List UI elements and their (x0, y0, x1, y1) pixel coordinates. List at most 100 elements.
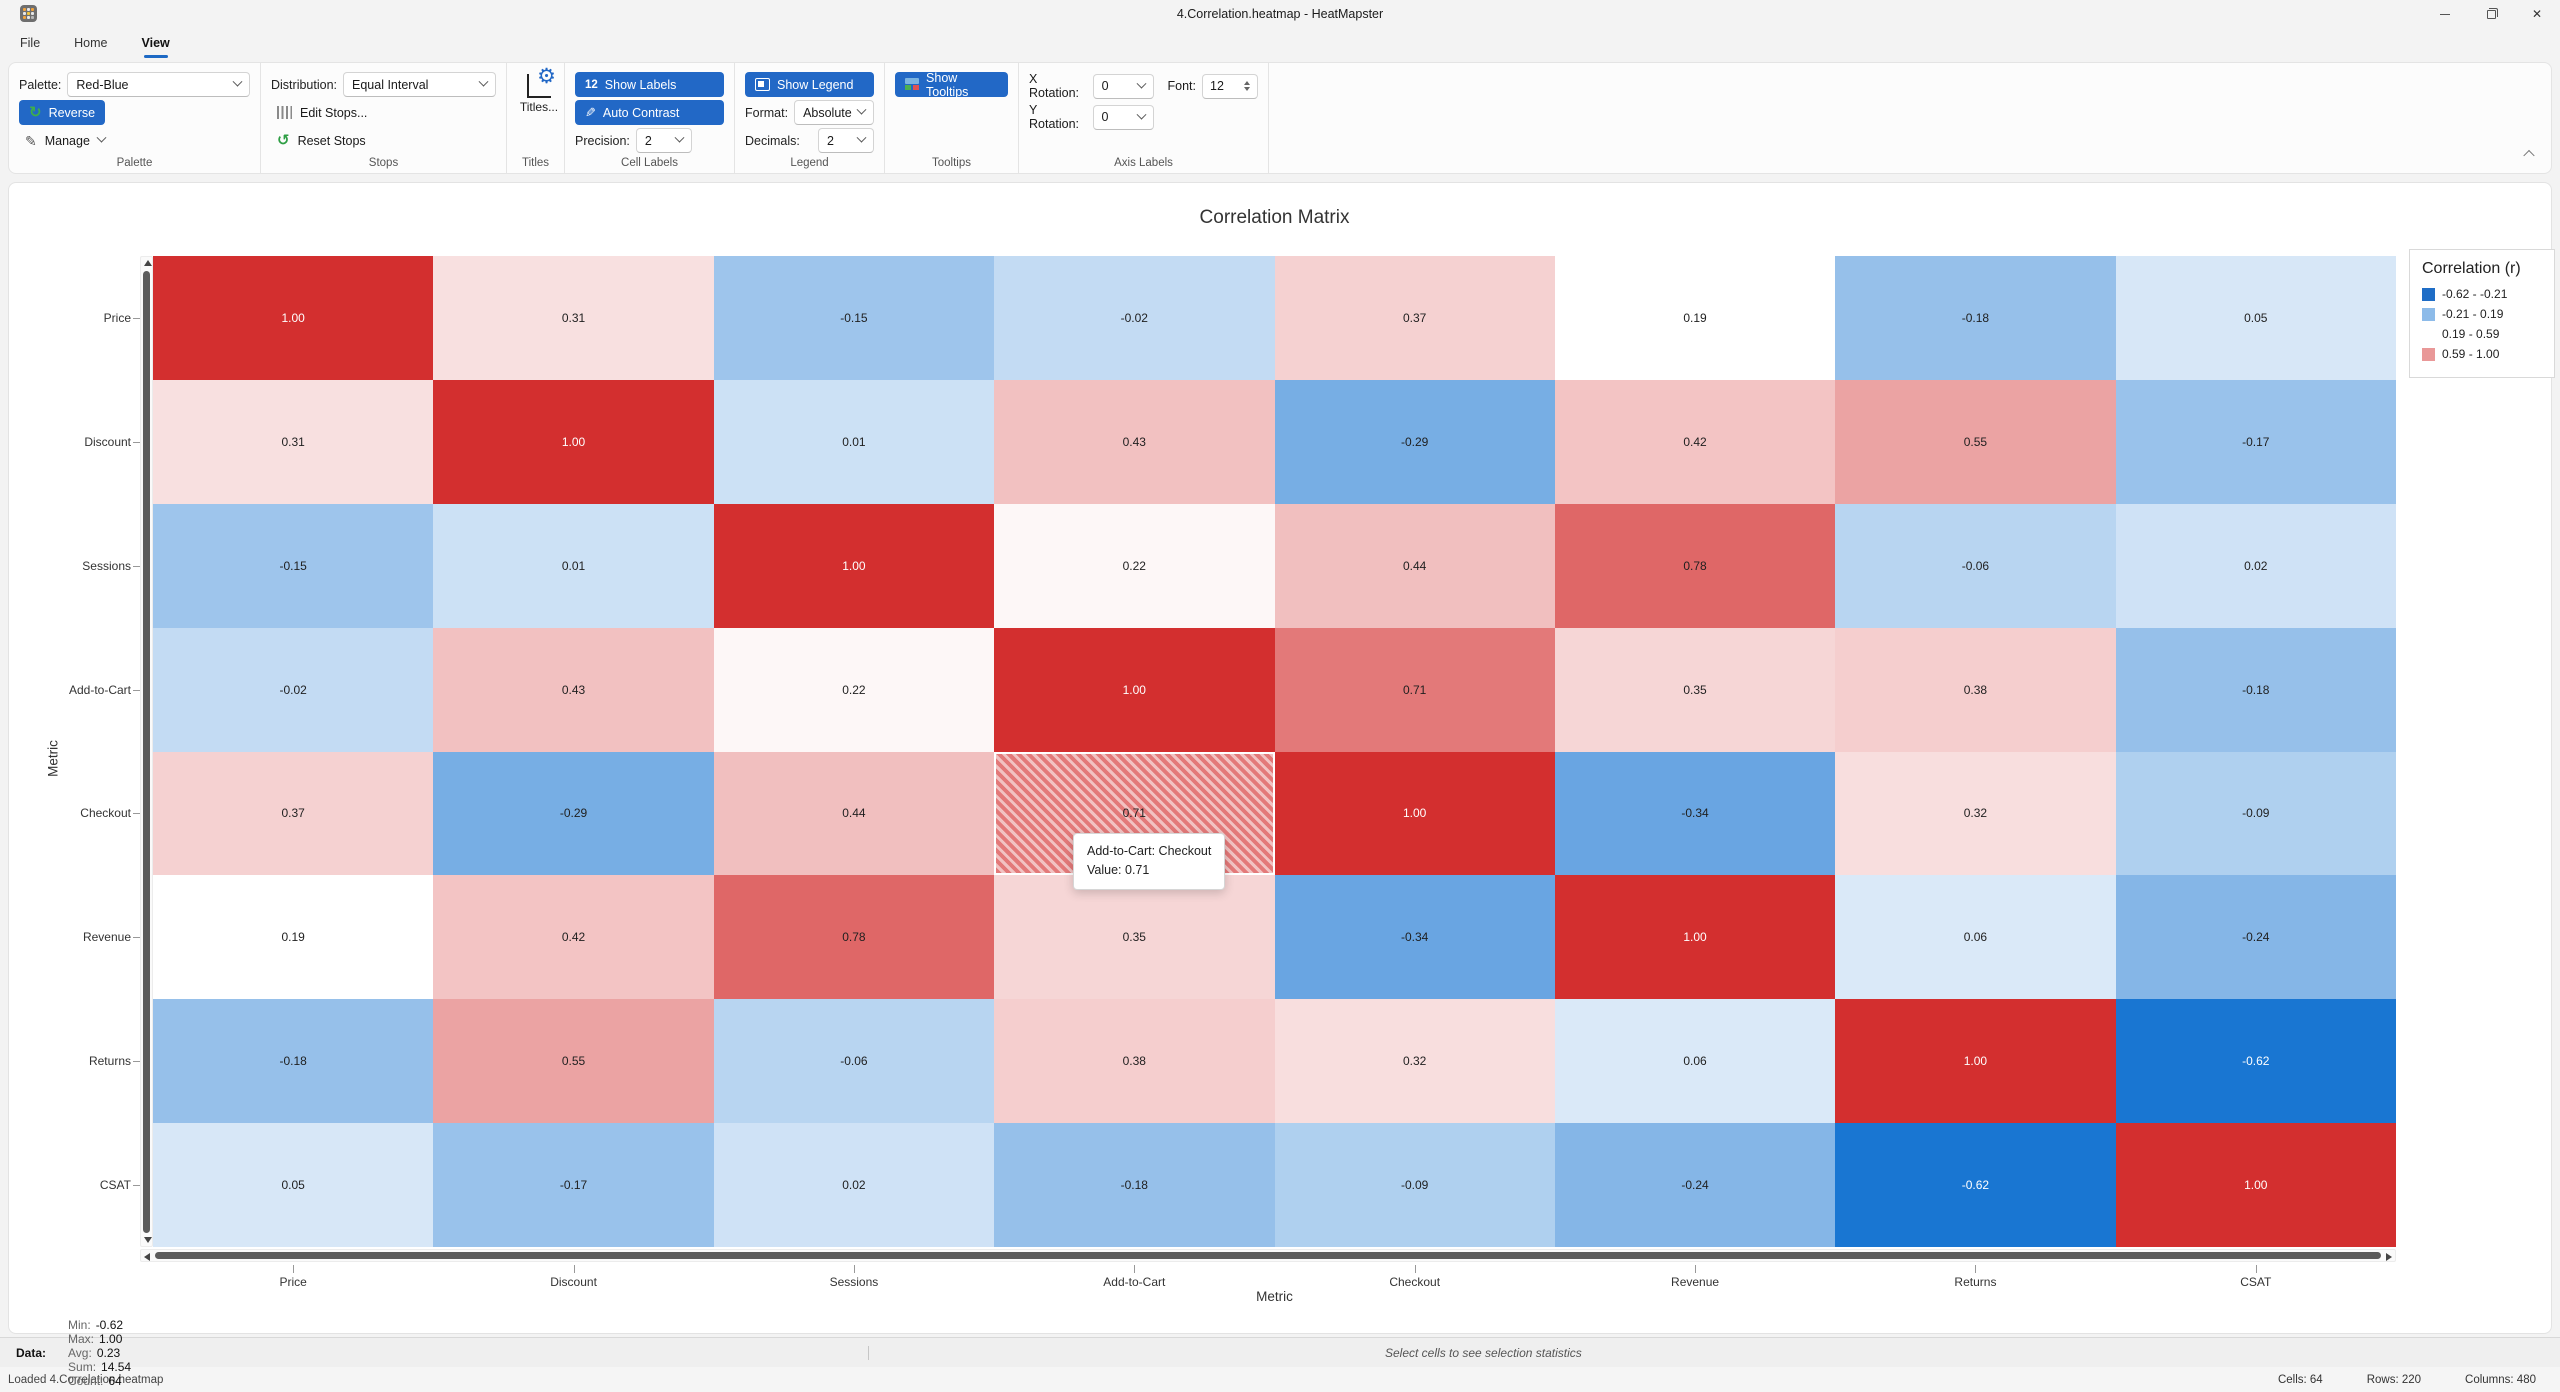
scroll-right-icon[interactable] (2386, 1252, 2392, 1261)
palette-dropdown[interactable]: Red-Blue (67, 72, 250, 97)
heatmap-cell[interactable]: -0.62 (2115, 999, 2396, 1124)
heatmap-cell[interactable]: 1.00 (713, 503, 995, 628)
heatmap-cell[interactable]: 0.31 (433, 256, 714, 380)
heatmap-cell[interactable]: -0.02 (153, 627, 434, 752)
heatmap-cell[interactable]: -0.17 (2115, 379, 2396, 504)
heatmap-cell[interactable]: 0.05 (153, 1123, 434, 1247)
heatmap-cell[interactable]: 1.00 (433, 379, 714, 504)
scroll-down-icon[interactable] (143, 1237, 152, 1243)
show-legend-button[interactable]: Show Legend (745, 72, 874, 97)
tab-home[interactable]: Home (74, 35, 108, 50)
heatmap-cell[interactable]: 1.00 (1554, 875, 1836, 1000)
spinner-arrows-icon[interactable] (1244, 81, 1250, 91)
heatmap-cell[interactable]: 1.00 (1274, 751, 1555, 876)
tab-file[interactable]: File (20, 35, 41, 50)
heatmap-cell[interactable]: 0.78 (1554, 503, 1836, 628)
heatmap-cell[interactable]: -0.34 (1274, 875, 1555, 1000)
show-tooltips-button[interactable]: Show Tooltips (895, 71, 1008, 99)
reset-stops-button[interactable]: ↺ Reset Stops (277, 132, 366, 149)
heatmap-cell[interactable]: 0.55 (1835, 379, 2116, 504)
heatmap-cell[interactable]: -0.02 (994, 256, 1275, 380)
close-button[interactable]: ✕ (2514, 0, 2560, 28)
auto-contrast-button[interactable]: ✎ Auto Contrast (575, 100, 724, 125)
vertical-scrollbar-thumb[interactable] (143, 271, 150, 1233)
reverse-button[interactable]: ↻ Reverse (19, 100, 106, 125)
y-rotation-dropdown[interactable]: 0 (1092, 104, 1154, 130)
heatmap-cell[interactable]: -0.06 (713, 999, 995, 1124)
heatmap-cell[interactable]: -0.15 (153, 503, 434, 628)
heatmap-cell[interactable]: 0.01 (713, 379, 995, 504)
show-labels-button[interactable]: 12 Show Labels (575, 72, 724, 97)
format-dropdown[interactable]: Absolute (794, 100, 874, 125)
heatmap-cell[interactable]: -0.18 (2115, 627, 2396, 752)
font-size-spinner[interactable]: 12 (1202, 73, 1258, 99)
heatmap-cell[interactable]: 0.35 (1554, 627, 1836, 752)
x-rotation-dropdown[interactable]: 0 (1092, 73, 1154, 99)
heatmap-cell[interactable]: 0.37 (1274, 256, 1555, 380)
heatmap-cell[interactable]: 0.38 (1835, 627, 2116, 752)
heatmap-cell[interactable]: 0.22 (713, 627, 995, 752)
heatmap-cell[interactable]: 0.78 (713, 875, 995, 1000)
heatmap-cell[interactable]: -0.29 (433, 751, 714, 876)
edit-stops-button[interactable]: Edit Stops... (271, 100, 373, 125)
tab-view[interactable]: View (132, 30, 180, 59)
heatmap-cell[interactable]: 0.19 (1554, 256, 1836, 380)
heatmap-cell[interactable]: 0.02 (2115, 503, 2396, 628)
column-label: Price (279, 1275, 307, 1289)
decimals-dropdown[interactable]: 2 (818, 128, 874, 153)
heatmap-cell[interactable]: 0.55 (433, 999, 714, 1124)
heatmap-cell[interactable]: 0.06 (1835, 875, 2116, 1000)
heatmap-cell[interactable]: 0.19 (153, 875, 434, 1000)
heatmap-cell[interactable]: -0.09 (1274, 1123, 1555, 1247)
heatmap-cell[interactable]: -0.06 (1835, 503, 2116, 628)
heatmap-cell[interactable]: -0.15 (713, 256, 995, 380)
heatmap-cell[interactable]: -0.34 (1554, 751, 1836, 876)
heatmap-cell[interactable]: -0.18 (1835, 256, 2116, 380)
heatmap-cell[interactable]: 1.00 (994, 627, 1275, 752)
heatmap-cell[interactable]: 0.32 (1274, 999, 1555, 1124)
heatmap-cell[interactable]: -0.18 (153, 999, 434, 1124)
scroll-left-icon[interactable] (144, 1252, 150, 1261)
heatmap-cell[interactable]: 0.42 (1554, 379, 1836, 504)
heatmap-cell[interactable]: 0.42 (433, 875, 714, 1000)
distribution-dropdown[interactable]: Equal Interval (343, 72, 496, 97)
heatmap-cell[interactable]: 0.71 (1274, 627, 1555, 752)
heatmap-cell[interactable]: 0.43 (994, 379, 1275, 504)
heatmap-cell[interactable]: -0.24 (1554, 1123, 1836, 1247)
heatmap-cell[interactable]: -0.62 (1835, 1123, 2116, 1247)
heatmap-cell[interactable]: 0.38 (994, 999, 1275, 1124)
precision-dropdown[interactable]: 2 (635, 128, 692, 153)
heatmap-cell[interactable]: -0.24 (2115, 875, 2396, 1000)
heatmap-cell[interactable]: 0.22 (994, 503, 1275, 628)
format-value: Absolute (803, 105, 852, 120)
maximize-button[interactable] (2468, 0, 2514, 28)
minimize-button[interactable] (2422, 0, 2468, 28)
heatmap-cell[interactable]: 0.44 (1274, 503, 1555, 628)
heatmap-cell[interactable]: 0.32 (1835, 751, 2116, 876)
heatmap-cell[interactable]: 0.01 (433, 503, 714, 628)
heatmap-cell[interactable]: -0.29 (1274, 379, 1555, 504)
heatmap-cell[interactable]: 0.43 (433, 627, 714, 752)
heatmap-cell[interactable]: 0.35 (994, 875, 1275, 1000)
heatmap-cell[interactable]: 0.44 (713, 751, 995, 876)
heatmap-cell[interactable]: 0.37 (153, 751, 434, 876)
heatmap-cell[interactable]: -0.09 (2115, 751, 2396, 876)
legend-range-label: 0.19 - 0.59 (2442, 327, 2500, 341)
heatmap-cell[interactable]: 0.06 (1554, 999, 1836, 1124)
heatmap-cell[interactable]: 1.00 (153, 256, 434, 380)
manage-button[interactable]: ✎ Manage (19, 128, 111, 153)
heatmap-cell[interactable]: -0.18 (994, 1123, 1275, 1247)
heatmap-cell[interactable]: -0.17 (433, 1123, 714, 1247)
titles-button[interactable]: ⚙ Titles... (519, 65, 559, 114)
vertical-scrollbar[interactable] (140, 256, 153, 1247)
horizontal-scrollbar-thumb[interactable] (155, 1252, 2381, 1259)
heatmap-cell[interactable]: 0.31 (153, 379, 434, 504)
heatmap-cell[interactable]: 0.05 (2115, 256, 2396, 380)
collapse-ribbon-button[interactable] (2521, 149, 2537, 165)
scroll-up-icon[interactable] (143, 260, 152, 266)
heatmap-cell[interactable]: 0.02 (713, 1123, 995, 1247)
cell-value-label: 0.71 (1403, 682, 1427, 697)
horizontal-scrollbar[interactable] (140, 1249, 2396, 1262)
heatmap-cell[interactable]: 1.00 (2115, 1123, 2396, 1247)
heatmap-cell[interactable]: 1.00 (1835, 999, 2116, 1124)
